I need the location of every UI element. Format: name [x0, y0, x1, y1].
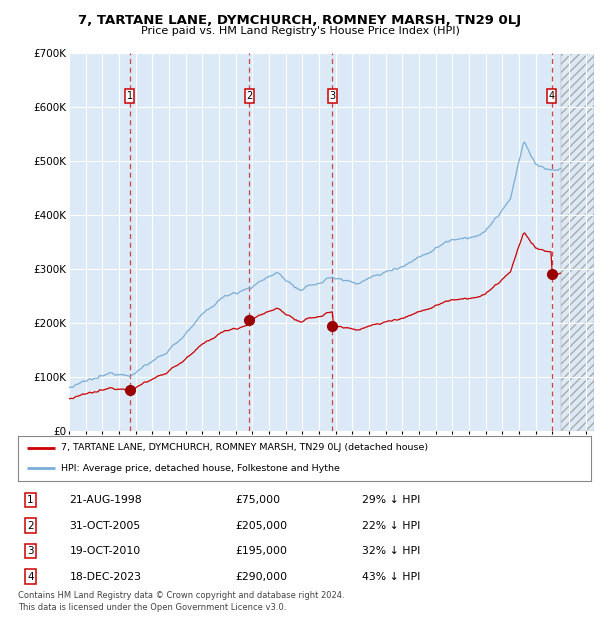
Bar [560, 53, 594, 431]
Text: 1: 1 [27, 495, 34, 505]
Text: 22% ↓ HPI: 22% ↓ HPI [362, 521, 420, 531]
Text: 3: 3 [329, 91, 335, 101]
Text: 18-DEC-2023: 18-DEC-2023 [70, 572, 142, 582]
Text: 7, TARTANE LANE, DYMCHURCH, ROMNEY MARSH, TN29 0LJ: 7, TARTANE LANE, DYMCHURCH, ROMNEY MARSH… [79, 14, 521, 27]
Text: 2: 2 [247, 91, 253, 101]
Text: £290,000: £290,000 [236, 572, 288, 582]
Text: £205,000: £205,000 [236, 521, 288, 531]
Text: 2: 2 [27, 521, 34, 531]
Text: 21-AUG-1998: 21-AUG-1998 [70, 495, 142, 505]
Text: £195,000: £195,000 [236, 546, 288, 556]
Text: 7, TARTANE LANE, DYMCHURCH, ROMNEY MARSH, TN29 0LJ (detached house): 7, TARTANE LANE, DYMCHURCH, ROMNEY MARSH… [61, 443, 428, 453]
Text: 19-OCT-2010: 19-OCT-2010 [70, 546, 141, 556]
Text: 29% ↓ HPI: 29% ↓ HPI [362, 495, 420, 505]
Text: Contains HM Land Registry data © Crown copyright and database right 2024.: Contains HM Land Registry data © Crown c… [18, 591, 344, 601]
Text: 43% ↓ HPI: 43% ↓ HPI [362, 572, 420, 582]
Text: Price paid vs. HM Land Registry's House Price Index (HPI): Price paid vs. HM Land Registry's House … [140, 26, 460, 36]
Text: 4: 4 [548, 91, 555, 101]
Text: 32% ↓ HPI: 32% ↓ HPI [362, 546, 420, 556]
Bar [560, 53, 594, 431]
Text: 3: 3 [27, 546, 34, 556]
Text: This data is licensed under the Open Government Licence v3.0.: This data is licensed under the Open Gov… [18, 603, 286, 612]
Text: 31-OCT-2005: 31-OCT-2005 [70, 521, 141, 531]
Text: 1: 1 [127, 91, 133, 101]
Text: £75,000: £75,000 [236, 495, 281, 505]
Text: HPI: Average price, detached house, Folkestone and Hythe: HPI: Average price, detached house, Folk… [61, 464, 340, 473]
Text: 4: 4 [27, 572, 34, 582]
